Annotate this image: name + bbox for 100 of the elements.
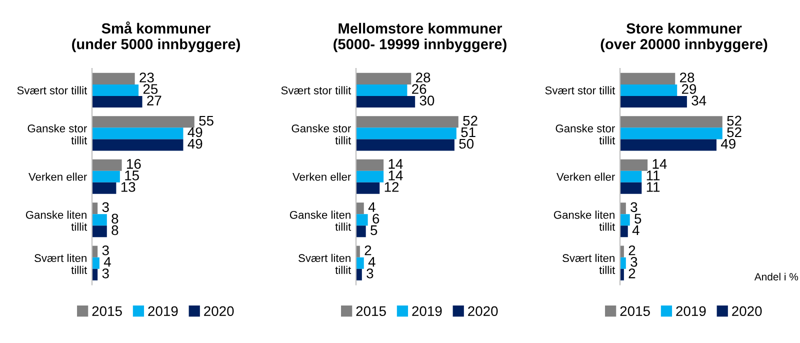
data-label: 2 — [628, 268, 636, 278]
data-label: 5 — [370, 225, 378, 236]
bar — [92, 182, 116, 194]
y-tick-label: Ganske stor tillit — [556, 124, 616, 144]
data-label: 12 — [384, 182, 399, 192]
bar — [356, 139, 454, 151]
data-label: 11 — [646, 182, 660, 192]
data-label: 4 — [368, 257, 376, 267]
legend-label: 2015 — [92, 306, 122, 316]
data-label: 4 — [368, 202, 376, 212]
data-label: 49 — [188, 138, 202, 149]
legend-label: 2019 — [148, 306, 178, 316]
legend-label: 2020 — [204, 306, 234, 316]
legend-label: 2015 — [620, 306, 650, 316]
data-label: 2 — [364, 245, 372, 256]
data-label: 13 — [121, 182, 136, 192]
data-label: 51 — [461, 127, 476, 138]
data-label: 28 — [416, 72, 430, 82]
data-label: 52 — [727, 127, 742, 138]
data-label: 49 — [188, 127, 202, 138]
bar — [620, 139, 716, 151]
bar — [356, 72, 412, 84]
data-label: 30 — [420, 96, 434, 106]
data-label: 25 — [143, 84, 158, 94]
data-label: 4 — [104, 257, 111, 267]
y-tick-label: Ganske stor tillit — [292, 124, 352, 144]
data-label: 23 — [140, 72, 154, 82]
bar — [92, 72, 135, 84]
bar — [356, 128, 456, 140]
legend-label: 2019 — [412, 306, 442, 316]
bar — [356, 182, 380, 194]
y-tick-label: Verken eller — [292, 172, 351, 181]
data-label: 49 — [720, 138, 736, 149]
chart-title: Små kommuner (under 5000 innbyggere) — [72, 21, 240, 52]
bar — [92, 84, 139, 96]
bar — [620, 96, 687, 108]
y-tick-label: Ganske liten tillit — [26, 210, 88, 231]
data-label: 50 — [459, 138, 474, 149]
bar — [356, 214, 368, 226]
data-label: 3 — [102, 268, 109, 278]
data-label: 15 — [125, 170, 139, 180]
bar — [620, 159, 648, 171]
y-tick-label: Verken eller — [556, 172, 615, 181]
data-label: 8 — [112, 214, 118, 224]
data-label: 2 — [628, 245, 636, 256]
bar — [356, 202, 364, 214]
data-label: 14 — [388, 170, 403, 180]
data-label: 14 — [388, 159, 403, 169]
bar — [356, 96, 416, 108]
data-label: 11 — [646, 170, 660, 180]
bar — [92, 170, 120, 182]
chart-title: Mellomstore kommuner (5000- 19999 innbyggere) — [334, 22, 506, 52]
legend-label: 2015 — [356, 306, 386, 316]
data-label: 3 — [630, 202, 638, 212]
data-label: 3 — [366, 268, 374, 278]
bar — [620, 202, 626, 214]
legend-label: 2020 — [468, 306, 498, 316]
legend-label: 2019 — [676, 306, 706, 316]
bar — [620, 226, 628, 238]
data-label: 5 — [634, 214, 642, 224]
bar — [356, 116, 458, 128]
y-tick-label: Verken eller — [28, 172, 87, 181]
bar — [620, 84, 678, 96]
data-label: 6 — [372, 214, 380, 224]
data-label: 3 — [102, 202, 109, 212]
bar — [92, 116, 194, 128]
data-label: 4 — [632, 225, 640, 235]
bar — [92, 257, 100, 269]
y-tick-label: Svært liten tillit — [298, 254, 352, 274]
data-label: 29 — [682, 84, 696, 94]
y-tick-label: Ganske stor tillit — [28, 124, 88, 144]
bar — [92, 139, 184, 151]
data-label: 26 — [412, 84, 426, 94]
bar — [620, 257, 626, 269]
data-label: 34 — [692, 96, 706, 106]
data-label: 8 — [112, 225, 118, 236]
data-label: 52 — [727, 116, 742, 126]
bar — [620, 170, 642, 182]
data-label: 52 — [463, 116, 478, 126]
bar — [356, 159, 384, 171]
data-label: 3 — [630, 256, 638, 267]
y-tick-label: Ganske liten tillit — [554, 210, 616, 231]
bar — [356, 170, 384, 182]
bar — [356, 268, 362, 280]
bar — [620, 128, 722, 140]
bar — [620, 214, 630, 226]
bar — [356, 84, 408, 96]
bar — [620, 182, 642, 194]
y-tick-label: Svært stor tillit — [281, 86, 352, 94]
data-label: 28 — [680, 72, 694, 82]
chart-title: Store kommuner (over 20000 innbyggere) — [600, 22, 768, 52]
bar — [620, 72, 676, 84]
legend-label: 2020 — [732, 306, 762, 316]
y-tick-label: Svært stor tillit — [17, 86, 88, 94]
y-tick-label: Svært liten tillit — [34, 254, 88, 274]
bar — [92, 159, 122, 171]
bar — [620, 116, 722, 128]
bar — [92, 128, 184, 140]
y-tick-label: Svært liten tillit — [562, 254, 616, 274]
text: Andel i % — [754, 272, 798, 280]
